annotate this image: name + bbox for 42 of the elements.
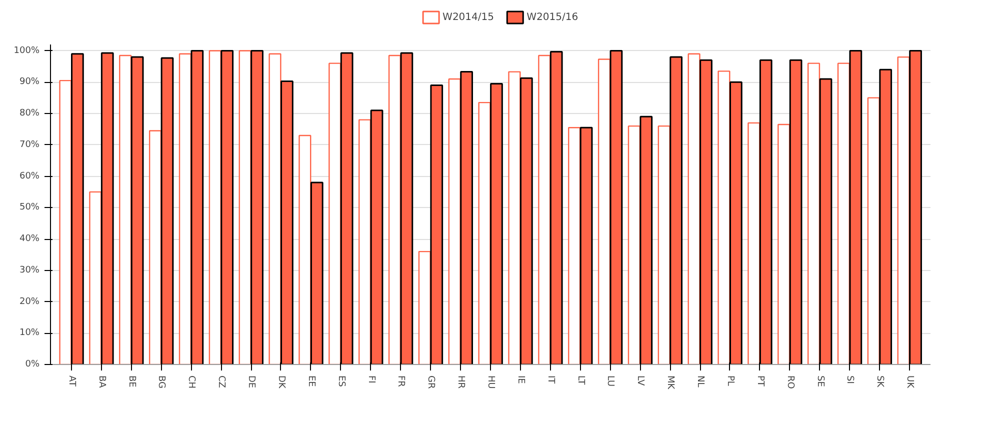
x-tick-label: CH [186,376,196,389]
y-tick-label: 90% [19,77,40,88]
x-tick-label: ES [336,376,346,388]
y-tick-label: 80% [19,108,40,119]
x-tick-label: PL [724,376,735,386]
x-tick-label: LT [575,376,586,386]
x-tick-label: IE [515,376,526,384]
x-tick-label: PT [754,376,765,387]
y-tick-label: 30% [19,265,40,276]
y-tick-label: 20% [19,296,40,307]
y-tick-label: 100% [14,46,40,56]
y-tick-label: 70% [19,140,40,150]
y-tick-label: 0% [25,360,40,370]
x-tick-label: UK [904,376,915,390]
x-tick-label: FR [396,376,406,387]
legend-label: W2014/15 [442,12,494,23]
x-tick-label: NL [695,376,706,388]
x-tick-label: DK [276,376,286,390]
legend-label: W2015/16 [526,12,578,23]
y-tick-label: 50% [19,202,40,213]
x-tick-label: FI [366,376,376,384]
y-tick-label: 40% [19,234,40,244]
x-tick-label: MK [665,376,676,390]
x-tick-label: HR [456,376,466,389]
x-tick-label: SE [814,376,825,388]
x-tick-label: HU [486,376,496,389]
x-tick-label: BA [96,376,106,389]
x-tick-label: EE [306,376,316,388]
x-tick-label: SI [844,376,855,384]
x-tick-label: IT [545,376,556,384]
x-tick-label: BE [126,376,136,388]
x-tick-label: SK [874,376,885,388]
x-tick-label: LU [605,376,616,387]
x-tick-label: BG [156,376,166,389]
x-tick-label: LV [635,376,646,387]
x-tick-label: AT [66,376,76,387]
y-tick-label: 10% [19,328,40,338]
x-tick-label: RO [784,376,795,389]
y-tick-label: 60% [19,171,40,182]
x-tick-label: GR [426,376,436,389]
x-tick-label: DE [246,376,256,388]
x-tick-label: CZ [216,376,226,388]
